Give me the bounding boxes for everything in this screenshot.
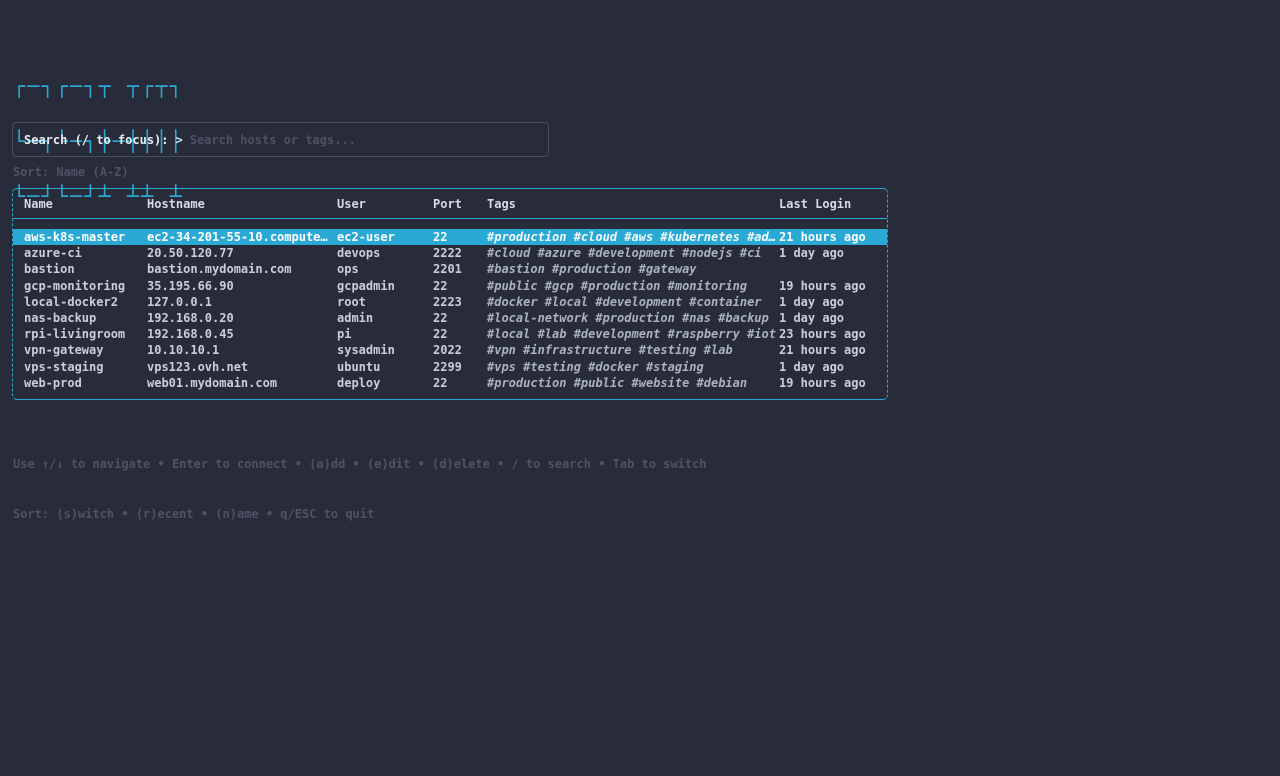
host-port: 22 [433, 375, 487, 391]
host-tags: #vpn #infrastructure #testing #lab [487, 342, 779, 358]
table-body: aws-k8s-master ec2-34-201-55-10.compute…… [13, 219, 887, 399]
app-logo-line: ┌─┐┌─┐┬ ┬┌┬┐ [13, 77, 184, 95]
host-name: aws-k8s-master [24, 229, 147, 245]
host-name: azure-ci [24, 245, 147, 261]
column-header-last-login: Last Login [779, 197, 887, 211]
table-row[interactable]: vps-staging vps123.ovh.net ubuntu 2299 #… [13, 359, 887, 375]
host-last-login: 1 day ago [779, 359, 887, 375]
help-line-keys: Use ↑/↓ to navigate • Enter to connect •… [13, 456, 707, 473]
help-line-sort: Sort: (s)witch • (r)ecent • (n)ame • q/E… [13, 506, 707, 523]
host-port: 2223 [433, 294, 487, 310]
host-last-login: 19 hours ago [779, 375, 887, 391]
table-row[interactable]: aws-k8s-master ec2-34-201-55-10.compute…… [13, 229, 887, 245]
host-name: gcp-monitoring [24, 278, 147, 294]
host-tags: #local-network #production #nas #backup [487, 310, 779, 326]
host-user: root [337, 294, 433, 310]
table-row[interactable]: rpi-livingroom 192.168.0.45 pi 22 #local… [13, 326, 887, 342]
host-hostname: 35.195.66.90 [147, 278, 337, 294]
host-port: 2201 [433, 261, 487, 277]
host-tags: #production #cloud #aws #kubernetes #ad… [487, 229, 779, 245]
search-box[interactable]: Search (/ to focus): > [12, 122, 549, 157]
host-tags: #vps #testing #docker #staging [487, 359, 779, 375]
column-header-port: Port [433, 197, 487, 211]
host-user: gcpadmin [337, 278, 433, 294]
host-port: 2222 [433, 245, 487, 261]
search-label: Search (/ to focus): [24, 133, 169, 147]
table-row[interactable]: web-prod web01.mydomain.com deploy 22 #p… [13, 375, 887, 391]
host-last-login: 1 day ago [779, 310, 887, 326]
host-user: sysadmin [337, 342, 433, 358]
host-port: 22 [433, 326, 487, 342]
host-user: ec2-user [337, 229, 433, 245]
host-user: deploy [337, 375, 433, 391]
host-hostname: 127.0.0.1 [147, 294, 337, 310]
sshm-app-screen: ┌─┐┌─┐┬ ┬┌┬┐ └─┐└─┐├─┤│││ └─┘└─┘┴ ┴┴ ┴ S… [0, 0, 1280, 776]
host-tags: #local #lab #development #raspberry #iot [487, 326, 779, 342]
host-hostname: ec2-34-201-55-10.compute… [147, 229, 337, 245]
host-port: 2299 [433, 359, 487, 375]
host-user: pi [337, 326, 433, 342]
host-port: 22 [433, 229, 487, 245]
host-name: web-prod [24, 375, 147, 391]
table-row[interactable]: nas-backup 192.168.0.20 admin 22 #local-… [13, 310, 887, 326]
table-row[interactable]: gcp-monitoring 35.195.66.90 gcpadmin 22 … [13, 278, 887, 294]
host-name: rpi-livingroom [24, 326, 147, 342]
host-port: 22 [433, 310, 487, 326]
host-user: admin [337, 310, 433, 326]
host-hostname: bastion.mydomain.com [147, 261, 337, 277]
column-header-tags: Tags [487, 197, 779, 211]
host-hostname: 192.168.0.45 [147, 326, 337, 342]
host-tags: #production #public #website #debian [487, 375, 779, 391]
table-row[interactable]: local-docker2 127.0.0.1 root 2223 #docke… [13, 294, 887, 310]
search-prompt-icon: > [176, 133, 183, 147]
host-hostname: vps123.ovh.net [147, 359, 337, 375]
host-last-login: 23 hours ago [779, 326, 887, 342]
host-tags: #bastion #production #gateway [487, 261, 779, 277]
table-row[interactable]: azure-ci 20.50.120.77 devops 2222 #cloud… [13, 245, 887, 261]
host-tags: #docker #local #development #container [487, 294, 779, 310]
host-hostname: web01.mydomain.com [147, 375, 337, 391]
sort-status: Sort: Name (A-Z) [13, 165, 129, 179]
host-user: ops [337, 261, 433, 277]
host-hostname: 20.50.120.77 [147, 245, 337, 261]
host-name: vps-staging [24, 359, 147, 375]
host-hostname: 192.168.0.20 [147, 310, 337, 326]
host-user: ubuntu [337, 359, 433, 375]
host-name: local-docker2 [24, 294, 147, 310]
column-header-name: Name [24, 197, 147, 211]
host-name: vpn-gateway [24, 342, 147, 358]
host-last-login: 19 hours ago [779, 278, 887, 294]
host-hostname: 10.10.10.1 [147, 342, 337, 358]
host-last-login: 21 hours ago [779, 342, 887, 358]
host-user: devops [337, 245, 433, 261]
host-last-login: 21 hours ago [779, 229, 887, 245]
column-header-user: User [337, 197, 433, 211]
search-input[interactable] [190, 133, 537, 147]
host-tags: #cloud #azure #development #nodejs #ci [487, 245, 779, 261]
host-name: nas-backup [24, 310, 147, 326]
table-row[interactable]: vpn-gateway 10.10.10.1 sysadmin 2022 #vp… [13, 342, 887, 358]
hosts-table: Name Hostname User Port Tags Last Login … [12, 188, 888, 400]
host-port: 22 [433, 278, 487, 294]
column-header-hostname: Hostname [147, 197, 337, 211]
help-footer: Use ↑/↓ to navigate • Enter to connect •… [13, 423, 707, 555]
table-header-row: Name Hostname User Port Tags Last Login [13, 189, 887, 219]
host-last-login: 1 day ago [779, 294, 887, 310]
host-tags: #public #gcp #production #monitoring [487, 278, 779, 294]
host-port: 2022 [433, 342, 487, 358]
table-row[interactable]: bastion bastion.mydomain.com ops 2201 #b… [13, 261, 887, 277]
host-last-login: 1 day ago [779, 245, 887, 261]
host-last-login [779, 261, 887, 277]
host-name: bastion [24, 261, 147, 277]
